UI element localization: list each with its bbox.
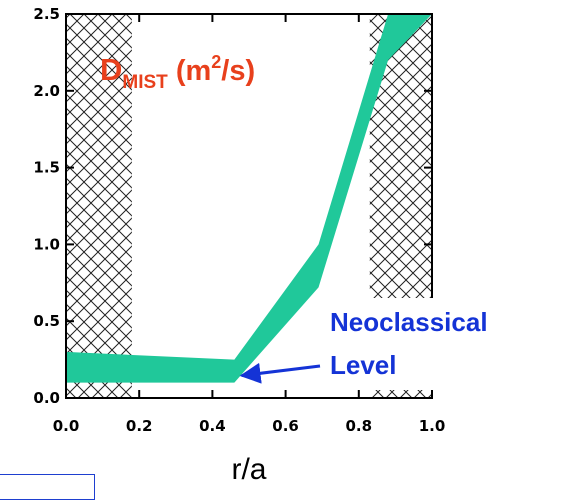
x-axis-label: r/a [231,453,266,486]
y-tick-label: 2.0 [33,82,60,100]
x-tick-label: 0.6 [272,417,299,435]
plot-frame [65,13,433,399]
y-tick-label: 1.0 [33,235,60,253]
annotation-arrow [239,362,321,384]
y-tick-label: 0.5 [33,312,60,330]
diffusivity-band [66,14,432,383]
axis-ticks: 0.0 0.2 0.4 0.6 0.8 1.0 0.0 0.5 1.0 1.5 2.0 2.5 [33,5,445,435]
x-tick-label: 1.0 [419,417,446,435]
x-tick-label: 0.2 [126,417,153,435]
annotation-backdrop [318,298,472,390]
annotation-line-2: Level [330,350,397,380]
x-tick-label: 0.4 [199,417,226,435]
chart-title: DMIST (m2/s) [100,52,255,93]
diffusivity-band-series-1 [66,14,432,383]
y-tick-label: 0.0 [33,389,60,407]
x-tick-label: 0.8 [346,417,373,435]
y-tick-label: 1.5 [33,159,60,177]
slide-footer-box [0,474,95,500]
y-tick-label: 2.5 [33,5,60,23]
annotation-line-1: Neoclassical [330,307,488,337]
hatched-region-1 [66,14,132,398]
x-tick-label: 0.0 [53,417,80,435]
